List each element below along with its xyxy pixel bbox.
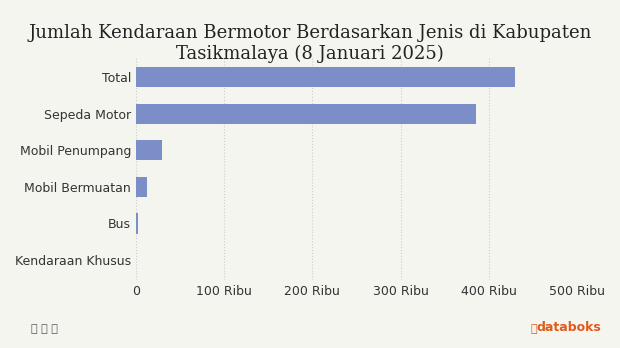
Text: 📊: 📊 (530, 324, 537, 334)
Bar (136, 140, 162, 160)
Text: ⓒ Ⓕ Ⓢ: ⓒ Ⓕ Ⓢ (31, 324, 58, 334)
Bar (136, 213, 138, 234)
Text: databoks: databoks (537, 321, 601, 334)
Bar (136, 177, 146, 197)
Bar (136, 67, 515, 87)
Text: Jumlah Kendaraan Bermotor Berdasarkan Jenis di Kabupaten
Tasikmalaya (8 Januari : Jumlah Kendaraan Bermotor Berdasarkan Je… (29, 24, 591, 63)
Bar (136, 104, 476, 124)
